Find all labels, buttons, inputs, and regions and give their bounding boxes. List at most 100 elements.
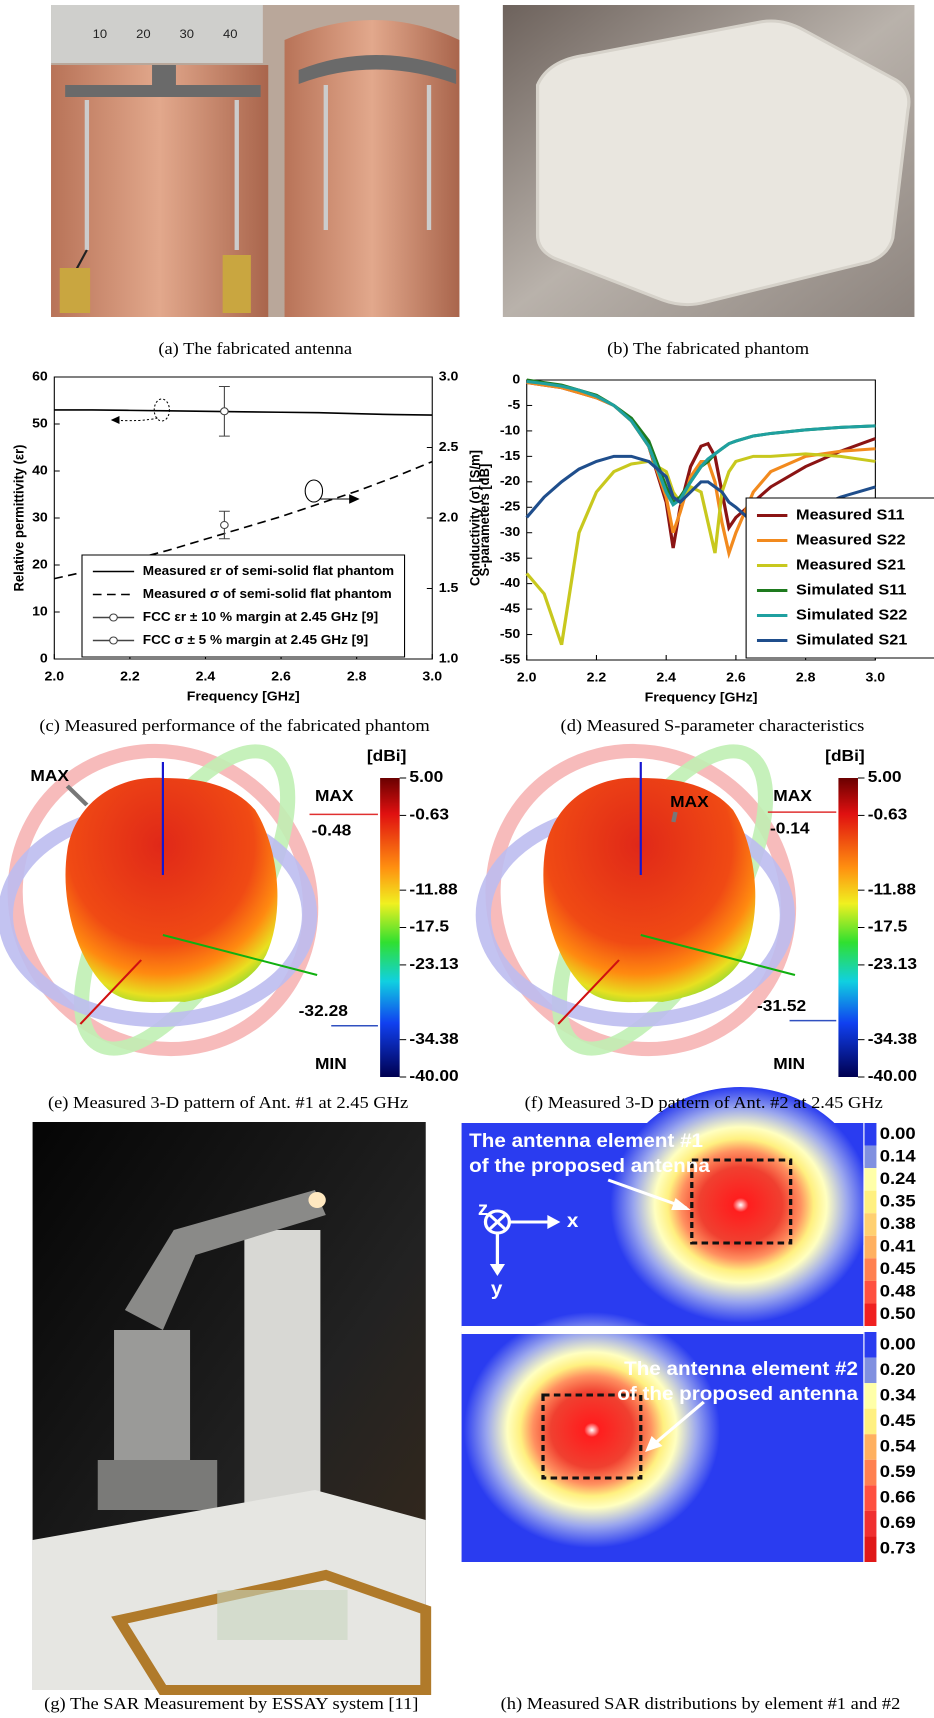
scale-swatch (864, 1213, 877, 1236)
scale-swatch (864, 1510, 877, 1537)
scale-swatch (864, 1123, 877, 1146)
peak-label: MAX (670, 793, 709, 811)
y-tick-label: -45 (500, 601, 521, 615)
caption: (h) Measured SAR distributions by elemen… (501, 1694, 901, 1713)
legend-label: Measured εr of semi-solid flat phantom (143, 563, 394, 577)
x-tick-label: 2.0 (517, 670, 537, 684)
colorbar-label: 5.00 (409, 768, 443, 786)
ruler-label: 40 (223, 28, 238, 41)
y-tick-label: 40 (32, 463, 48, 477)
sar-title: The antenna element #1 (469, 1131, 703, 1152)
scale-swatch (864, 1303, 877, 1326)
x-tick-label: 2.4 (656, 670, 676, 684)
y-tick-label: 0 (40, 651, 48, 665)
y-tick-label: 50 (32, 416, 48, 430)
legend-label: Simulated S21 (796, 632, 908, 648)
captions: (a) The fabricated antenna (b) The fabri… (39, 339, 900, 1713)
scale-label: 0.45 (880, 1411, 916, 1430)
photo-phantom (502, 5, 915, 317)
x-tick-label: 2.6 (726, 670, 746, 684)
legend-label: FCC σ ± 5 % margin at 2.45 GHz [9] (143, 632, 368, 646)
error-marker (220, 407, 229, 416)
annotation (304, 479, 324, 503)
y-tick-label: 10 (32, 604, 48, 618)
legend-swatch-marker (109, 613, 118, 622)
sar-axis-labels: z x y The antenna element #1 of the prop… (469, 1131, 859, 1405)
ruler-label: 30 (180, 28, 195, 41)
scale-swatch (864, 1235, 877, 1259)
legend-box (745, 497, 934, 659)
y-tick-label: -10 (500, 423, 520, 437)
x-tick-label: 2.8 (347, 669, 367, 683)
y-tick-label: 60 (32, 369, 48, 383)
legend-label: Simulated S11 (796, 582, 907, 598)
min-value: -32.28 (299, 1002, 348, 1020)
ruler-labels: 10 20 30 40 (93, 28, 238, 41)
caption: (c) Measured performance of the fabricat… (39, 716, 430, 735)
y-tick-label: -35 (500, 550, 521, 564)
scale-swatch (864, 1383, 877, 1409)
legend-label: Simulated S22 (796, 607, 908, 623)
y2-tick-label: 2.0 (439, 510, 459, 524)
colorbar-label: -0.63 (409, 805, 449, 823)
colorbar-label: -0.63 (868, 805, 908, 823)
scale-label: 0.73 (880, 1538, 916, 1557)
x-tick-label: 2.2 (587, 670, 607, 684)
colorbar-unit: [dBi] (825, 747, 865, 765)
pattern-3d (457, 720, 825, 1080)
scale-label: 0.24 (880, 1169, 916, 1188)
scale-swatch (864, 1190, 877, 1214)
y2-tick-label: 1.0 (439, 651, 459, 665)
y-tick-label: 30 (32, 510, 48, 524)
scale-label: 0.50 (880, 1304, 916, 1323)
y-tick-label: 20 (32, 557, 48, 571)
sar-title: of the proposed antenna (617, 1384, 859, 1405)
scale-label: 0.69 (880, 1513, 916, 1532)
ruler-label: 20 (136, 28, 151, 41)
y-tick-label: -20 (500, 474, 520, 488)
legend-label: Measured σ of semi-solid flat phantom (143, 586, 392, 600)
x-axis-title: Frequency [GHz] (645, 690, 758, 704)
sar-maps (461, 1087, 872, 1562)
peak-pointer (65, 784, 89, 807)
caption: (d) Measured S-parameter characteristics (561, 716, 865, 735)
colorbar-label: -11.88 (409, 880, 457, 898)
x-tick-label: 2.4 (196, 669, 216, 683)
scale-label: 0.20 (880, 1359, 916, 1378)
error-marker (220, 521, 229, 530)
legend-label: Measured S11 (796, 507, 905, 523)
scale-label: 0.66 (880, 1487, 916, 1506)
colorbar-label: -11.88 (868, 880, 916, 898)
photo-antenna (51, 5, 460, 317)
x-tick-label: 2.0 (44, 669, 64, 683)
y-axis-title: S-parameters [dB] (477, 464, 493, 577)
colorbar-label: -40.00 (409, 1067, 458, 1085)
peak-label: MAX (30, 767, 69, 785)
scale-swatch (864, 1280, 877, 1304)
sar-title: of the proposed antenna (469, 1156, 711, 1177)
scale-swatch (864, 1168, 877, 1191)
x-tick-label: 2.6 (271, 669, 291, 683)
scale-label: 0.45 (880, 1259, 916, 1278)
y-tick-label: -55 (500, 652, 521, 666)
min-value: -31.52 (757, 997, 806, 1015)
colorbar-label: 5.00 (868, 768, 902, 786)
y-tick-label: -40 (500, 576, 520, 590)
scale-label: 0.14 (880, 1146, 916, 1165)
y-tick-label: -50 (500, 626, 520, 640)
y2-tick-label: 2.5 (439, 439, 459, 453)
ruler-label: 10 (93, 28, 108, 41)
max-label: MAX (315, 787, 354, 805)
annotation (153, 398, 170, 422)
scale-label: 0.59 (880, 1462, 916, 1481)
series-line (526, 381, 876, 559)
scale-label: 0.38 (880, 1214, 916, 1233)
x-tick-label: 3.0 (422, 669, 442, 683)
peak-pointer (671, 811, 678, 823)
caption: (f) Measured 3-D pattern of Ant. #2 at 2… (525, 1093, 883, 1112)
scale-swatch (864, 1258, 877, 1281)
series-line (526, 380, 876, 508)
scale-label: 0.35 (880, 1191, 916, 1210)
